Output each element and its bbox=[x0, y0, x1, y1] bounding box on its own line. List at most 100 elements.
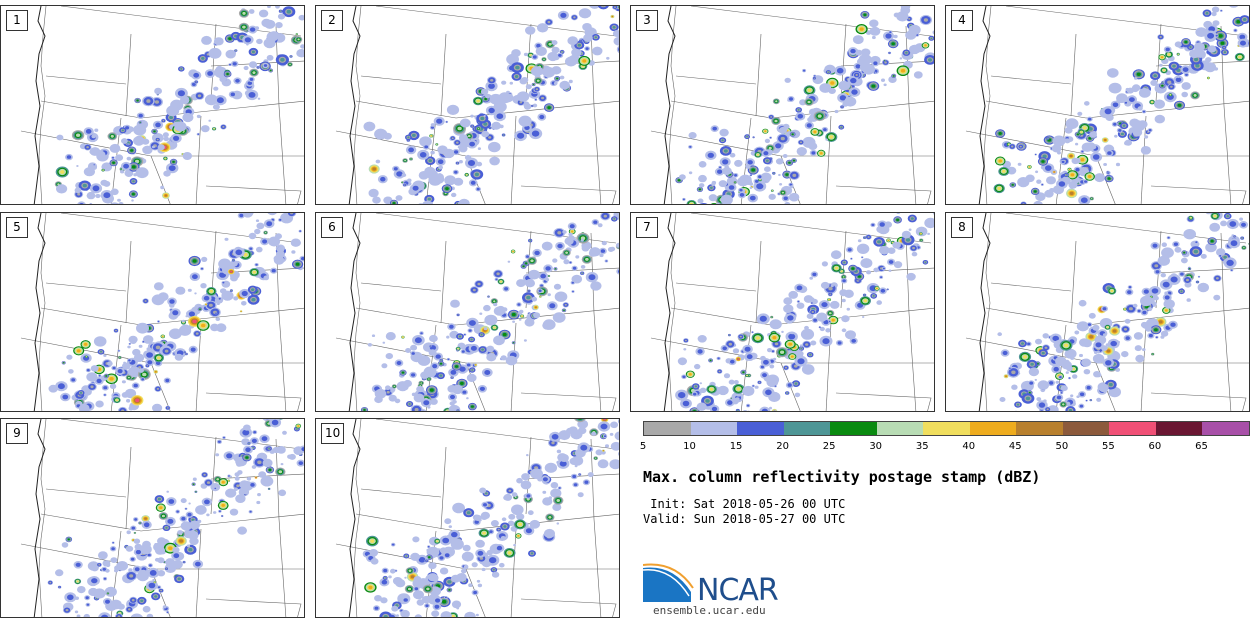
reflectivity-cell bbox=[879, 222, 885, 227]
reflectivity-cell bbox=[275, 250, 285, 259]
reflectivity-cell bbox=[799, 344, 803, 347]
reflectivity-cell bbox=[877, 240, 882, 244]
reflectivity-cell bbox=[548, 42, 552, 46]
reflectivity-cell bbox=[451, 137, 454, 139]
reflectivity-cell bbox=[1022, 203, 1025, 204]
reflectivity-cell bbox=[523, 103, 532, 110]
reflectivity-cell bbox=[130, 149, 134, 152]
reflectivity-cell bbox=[1113, 123, 1116, 126]
reflectivity-cell bbox=[727, 400, 733, 405]
reflectivity-cell bbox=[1088, 137, 1092, 140]
reflectivity-cell bbox=[775, 100, 778, 103]
reflectivity-cell bbox=[1177, 103, 1182, 107]
reflectivity-cell bbox=[752, 385, 754, 387]
reflectivity-cell bbox=[103, 386, 108, 390]
reflectivity-cell bbox=[855, 74, 858, 76]
reflectivity-cell bbox=[766, 390, 771, 394]
reflectivity-cell bbox=[83, 342, 88, 346]
reflectivity-cell bbox=[561, 51, 563, 53]
reflectivity-cell bbox=[536, 79, 540, 82]
reflectivity-cell bbox=[605, 260, 607, 262]
reflectivity-cell bbox=[915, 226, 928, 237]
reflectivity-cell bbox=[998, 132, 1002, 135]
reflectivity-cell bbox=[1229, 6, 1239, 8]
reflectivity-cell bbox=[201, 125, 210, 133]
reflectivity-cell bbox=[575, 255, 580, 259]
state-border bbox=[590, 232, 602, 411]
reflectivity-cell bbox=[213, 128, 215, 130]
reflectivity-cell bbox=[386, 390, 390, 394]
reflectivity-cell bbox=[531, 66, 544, 77]
state-border bbox=[985, 100, 1249, 119]
reflectivity-cell bbox=[103, 354, 107, 357]
reflectivity-cell bbox=[760, 365, 764, 369]
reflectivity-cell bbox=[807, 88, 812, 92]
reflectivity-cell bbox=[162, 335, 164, 337]
reflectivity-cell bbox=[222, 126, 225, 128]
reflectivity-cell bbox=[425, 146, 428, 148]
reflectivity-cell bbox=[812, 151, 815, 154]
reflectivity-cell bbox=[729, 186, 734, 189]
reflectivity-cell bbox=[201, 323, 206, 328]
reflectivity-cell bbox=[169, 115, 174, 120]
reflectivity-cell bbox=[440, 359, 442, 361]
reflectivity-cell bbox=[63, 395, 68, 399]
reflectivity-cell bbox=[85, 168, 94, 176]
reflectivity-cell bbox=[121, 380, 126, 384]
reflectivity-cell bbox=[264, 231, 267, 234]
reflectivity-cell bbox=[723, 149, 728, 153]
reflectivity-cell bbox=[459, 118, 471, 128]
reflectivity-cell bbox=[906, 272, 916, 281]
reflectivity-cell bbox=[472, 288, 476, 292]
reflectivity-cell bbox=[708, 194, 718, 202]
reflectivity-cell bbox=[860, 55, 871, 64]
panel-map-1 bbox=[20, 6, 304, 204]
reflectivity-cell bbox=[487, 346, 494, 352]
reflectivity-cell bbox=[869, 285, 877, 292]
reflectivity-cell bbox=[115, 329, 117, 332]
reflectivity-cell bbox=[698, 188, 701, 191]
reflectivity-cell bbox=[471, 125, 473, 127]
reflectivity-cell bbox=[243, 65, 249, 71]
reflectivity-cell bbox=[372, 196, 381, 204]
reflectivity-cell bbox=[408, 403, 411, 405]
reflectivity-cell bbox=[874, 70, 877, 73]
reflectivity-cell bbox=[164, 171, 170, 177]
reflectivity-cell bbox=[1220, 10, 1223, 12]
reflectivity-cell bbox=[863, 13, 867, 17]
panel-map-4 bbox=[965, 6, 1249, 204]
reflectivity-cell bbox=[392, 202, 396, 204]
state-border bbox=[1140, 115, 1147, 204]
reflectivity-cell bbox=[1182, 92, 1188, 97]
reflectivity-cell bbox=[235, 78, 240, 83]
reflectivity-cell bbox=[524, 318, 535, 327]
reflectivity-cell bbox=[457, 314, 459, 316]
reflectivity-cell bbox=[893, 261, 903, 269]
reflectivity-cell bbox=[723, 347, 727, 350]
reflectivity-cell bbox=[1149, 129, 1151, 131]
reflectivity-cell bbox=[107, 361, 113, 366]
reflectivity-cell bbox=[928, 58, 932, 62]
reflectivity-cell bbox=[481, 130, 490, 138]
reflectivity-cell bbox=[1194, 57, 1199, 62]
reflectivity-cell bbox=[1081, 150, 1084, 153]
reflectivity-cell bbox=[798, 359, 804, 363]
reflectivity-cell bbox=[788, 316, 793, 320]
reflectivity-cell bbox=[518, 115, 532, 127]
reflectivity-cell bbox=[446, 121, 448, 123]
reflectivity-cell bbox=[737, 358, 740, 360]
reflectivity-cell bbox=[1019, 145, 1022, 148]
reflectivity-cell bbox=[774, 410, 776, 411]
reflectivity-cell bbox=[1205, 11, 1209, 15]
reflectivity-cell bbox=[280, 57, 285, 62]
reflectivity-cell bbox=[838, 69, 843, 73]
reflectivity-cell bbox=[502, 332, 507, 337]
reflectivity-cell bbox=[119, 202, 123, 204]
reflectivity-cell bbox=[533, 131, 538, 136]
state-border bbox=[38, 6, 47, 204]
reflectivity-cell bbox=[774, 385, 777, 387]
reflectivity-cell bbox=[839, 95, 847, 101]
reflectivity-cell bbox=[105, 375, 108, 377]
reflectivity-cell bbox=[749, 186, 753, 189]
reflectivity-cell bbox=[747, 410, 750, 411]
